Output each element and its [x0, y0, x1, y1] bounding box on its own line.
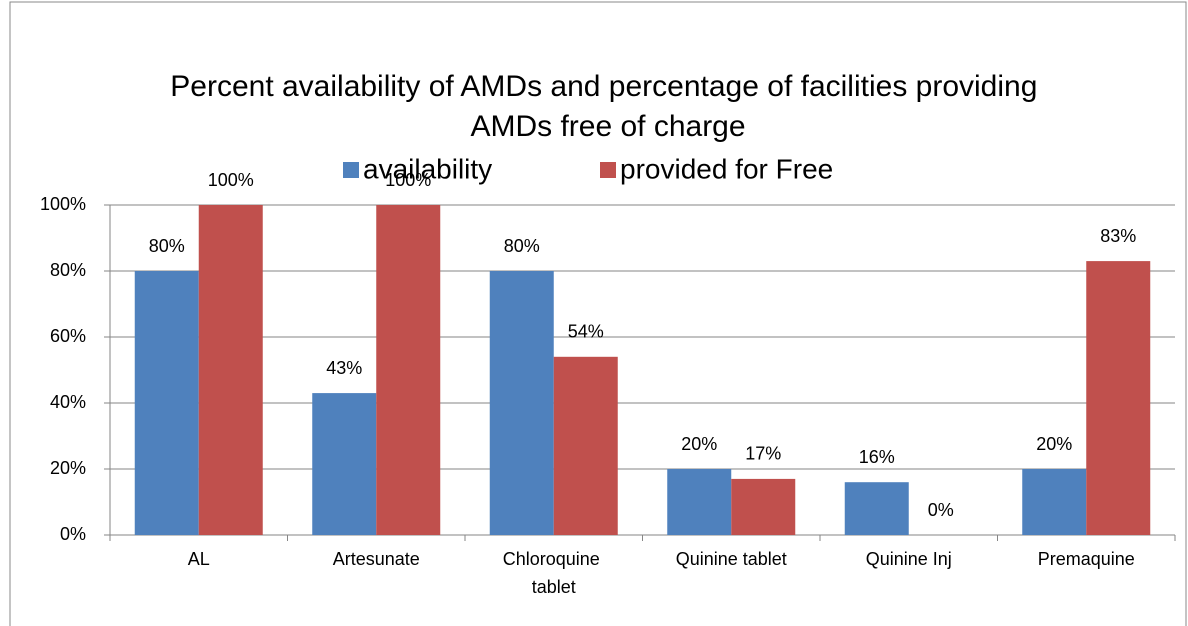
data-label: 83%: [1100, 226, 1136, 246]
data-label: 80%: [149, 236, 185, 256]
y-tick-label: 100%: [40, 194, 86, 214]
chart-border: [9, 1, 1187, 626]
y-tick-label: 20%: [50, 458, 86, 478]
y-tick-label: 80%: [50, 260, 86, 280]
data-label: 17%: [745, 444, 781, 464]
data-label: 20%: [1036, 434, 1072, 454]
data-label: 100%: [208, 170, 254, 190]
y-tick-label: 40%: [50, 392, 86, 412]
data-label: 80%: [504, 236, 540, 256]
y-tick-label: 60%: [50, 326, 86, 346]
x-tick-label: Artesunate: [333, 549, 420, 569]
data-label: 20%: [681, 434, 717, 454]
data-label: 43%: [326, 358, 362, 378]
bar: [376, 205, 441, 535]
bar: [731, 478, 796, 535]
bar: [198, 205, 263, 535]
bar: [1086, 261, 1151, 535]
bar: [489, 271, 554, 535]
bar: [844, 482, 909, 535]
chart-title: Percent availability of AMDs and percent…: [170, 70, 1045, 143]
legend-swatch: [600, 162, 616, 178]
bar: [1022, 469, 1087, 535]
x-tick-label: Chloroquine tablet: [503, 549, 605, 597]
legend-label: availability: [363, 153, 492, 184]
data-label: 16%: [859, 447, 895, 467]
x-tick-label: Quinine Inj: [866, 549, 952, 569]
data-label: 54%: [568, 322, 604, 342]
x-tick-label: Quinine tablet: [676, 549, 787, 569]
bar: [134, 271, 199, 535]
legend-label: provided for Free: [620, 153, 833, 184]
x-tick-label: Premaquine: [1038, 549, 1135, 569]
bar: [553, 356, 618, 535]
data-label: 100%: [385, 170, 431, 190]
bar: [312, 393, 377, 535]
y-tick-label: 0%: [60, 524, 86, 544]
data-label: 0%: [928, 500, 954, 520]
legend-swatch: [343, 162, 359, 178]
x-tick-label: AL: [188, 549, 210, 569]
bar: [667, 469, 732, 535]
